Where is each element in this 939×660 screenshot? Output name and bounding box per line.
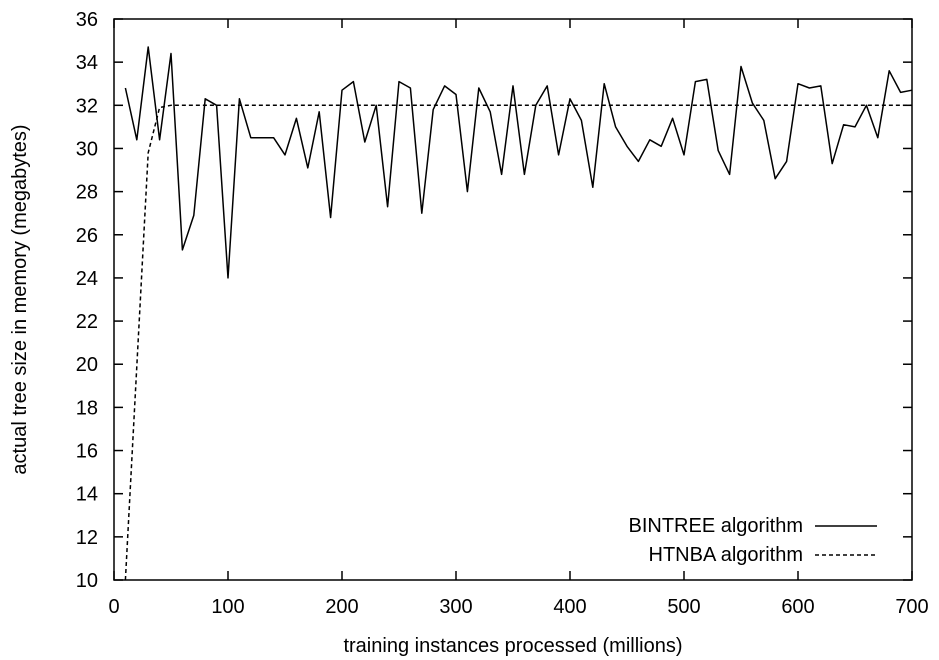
y-tick-label: 22 [76,311,98,333]
y-tick-label: 18 [76,397,98,419]
y-tick-label: 12 [76,527,98,549]
y-tick-label: 24 [76,268,98,290]
x-tick-label: 100 [211,596,244,618]
y-tick-label: 16 [76,441,98,463]
y-tick-label: 10 [76,570,98,592]
y-tick-label: 36 [76,9,98,31]
tick-labels: 0 100 200 300 400 500 600 700 10 12 14 16 18 20 22 24 26… [76,9,929,618]
legend-label-bintree: BINTREE algorithm [629,515,804,537]
series-lines [124,46,913,581]
y-tick-label: 34 [76,52,98,74]
series-line-htnba [124,104,912,581]
series-line-bintree [124,46,913,279]
x-tick-label: 0 [108,596,119,618]
y-tick-label: 28 [76,182,98,204]
x-tick-label: 300 [439,596,472,618]
x-tick-label: 500 [667,596,700,618]
y-tick-label: 26 [76,225,98,247]
legend: BINTREE algorithm HTNBA algorithm [629,515,877,566]
y-tick-label: 14 [76,484,98,506]
legend-label-htnba: HTNBA algorithm [649,544,804,566]
x-tick-label: 200 [325,596,358,618]
plot-frame [113,18,913,581]
x-axis-title: training instances processed (millions) [343,635,682,657]
y-tick-label: 20 [76,354,98,376]
axis-ticks [113,18,913,581]
x-tick-label: 600 [781,596,814,618]
x-tick-label: 700 [895,596,928,618]
y-tick-label: 30 [76,138,98,160]
x-tick-label: 400 [553,596,586,618]
y-tick-label: 32 [76,95,98,117]
y-axis-title: actual tree size in memory (megabytes) [9,124,31,474]
